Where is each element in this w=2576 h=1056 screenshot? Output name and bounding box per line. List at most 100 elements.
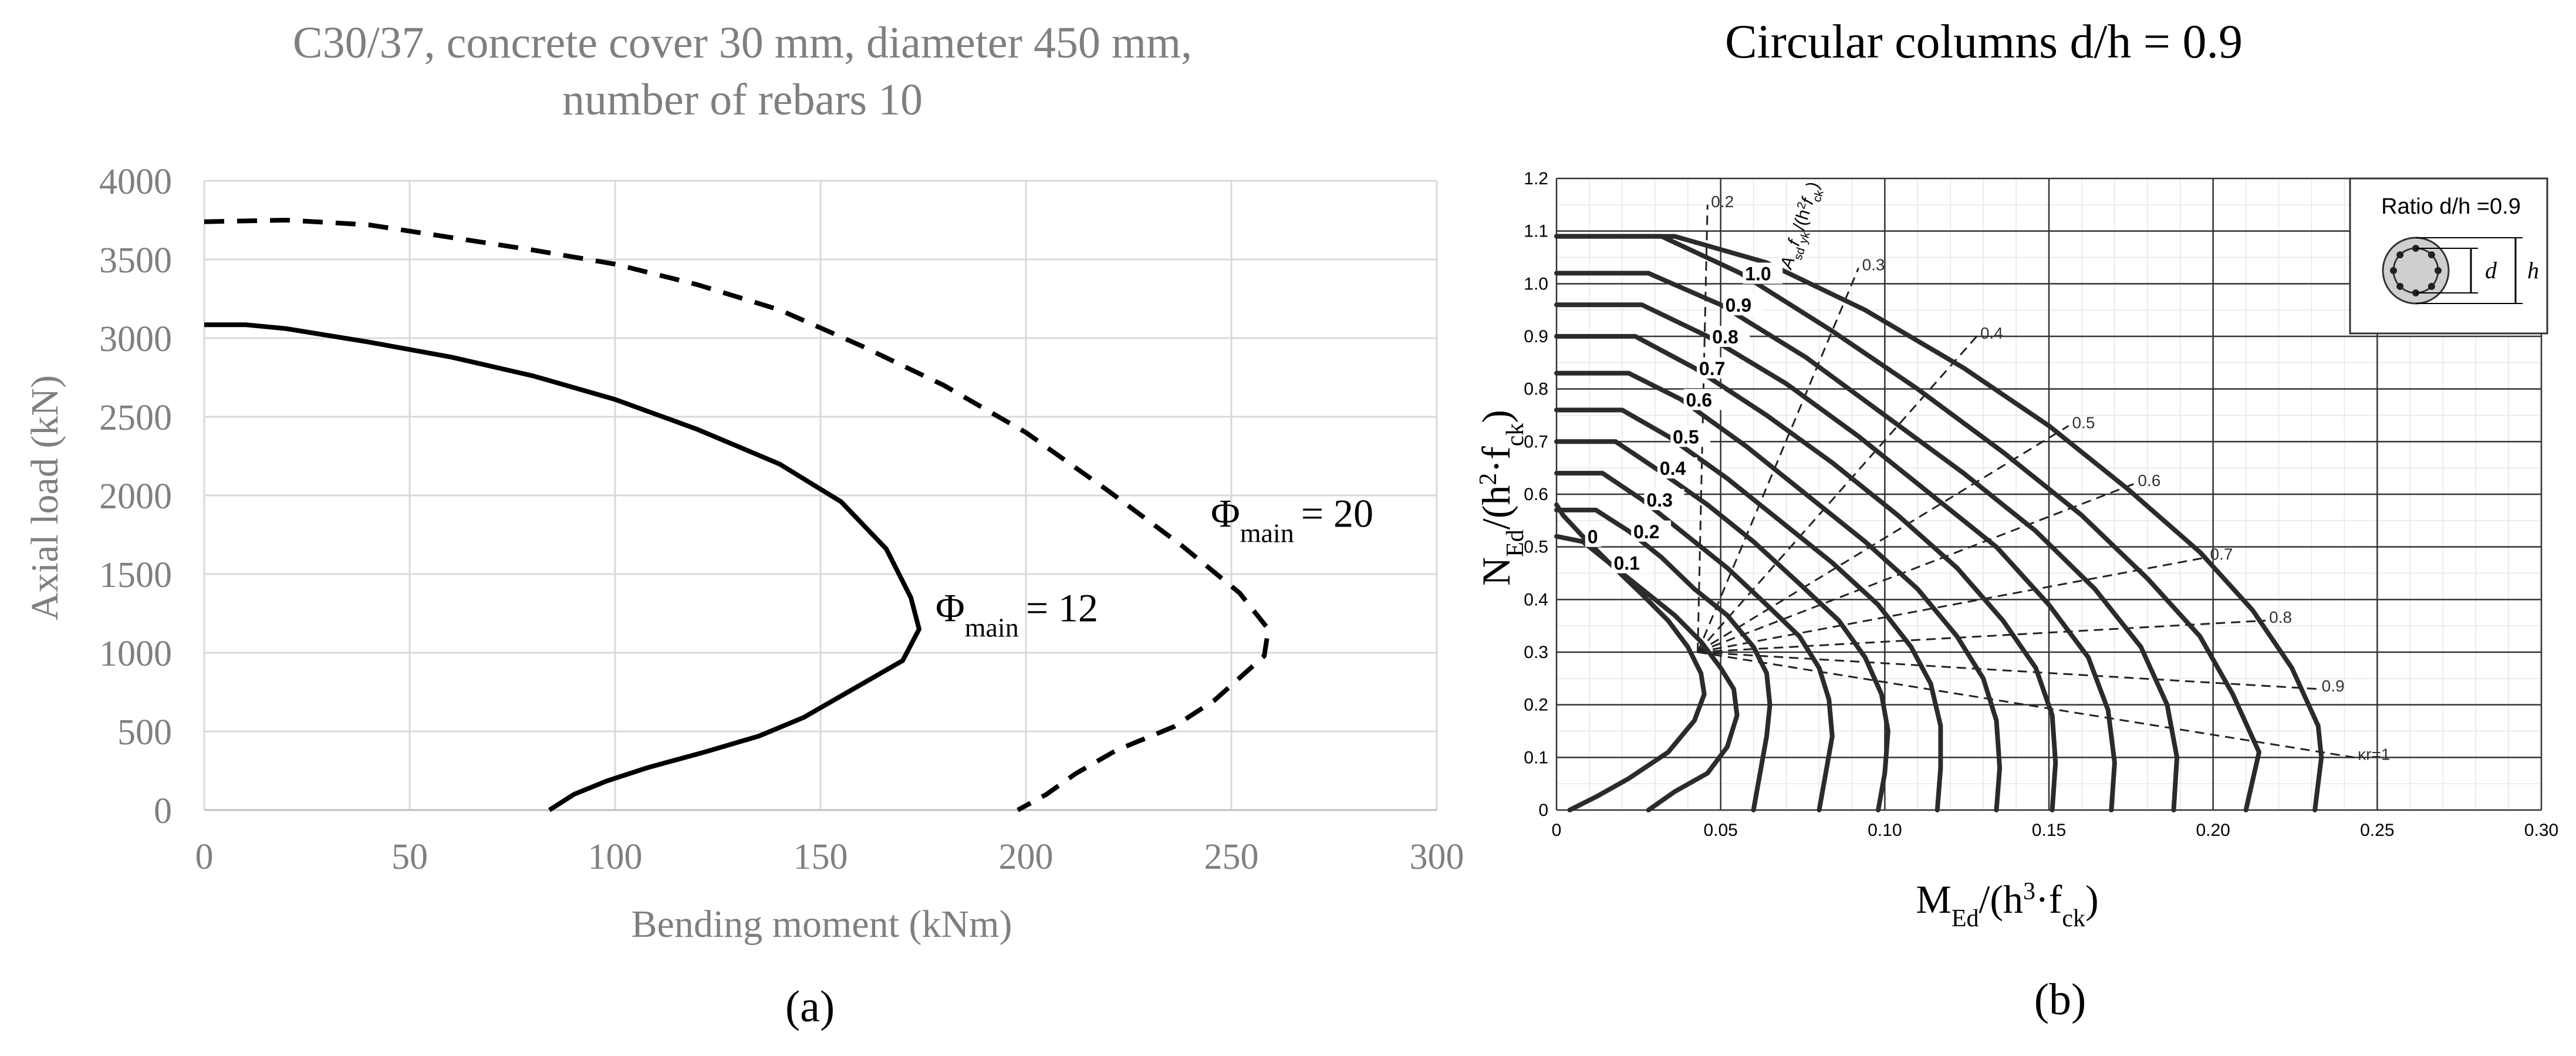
chart-a-title-line2: number of rebars 10 <box>562 75 923 124</box>
chart-b-ray-line <box>1697 336 1978 653</box>
chart-b-y-tick-label: 1.0 <box>1524 274 1548 293</box>
chart-b-curve <box>1554 271 2180 812</box>
chart-b-y-tick-label: 0.8 <box>1524 380 1548 399</box>
section-rebar <box>2390 267 2397 274</box>
chart-a-y-tick-label: 0 <box>154 791 172 831</box>
chart-b-y-tick-label: 0.9 <box>1524 327 1548 346</box>
chart-b-y-axis-label: NEd/(h2·fck) <box>1474 410 1529 586</box>
panel-a: C30/37, concrete cover 30 mm, diameter 4… <box>23 18 1464 1031</box>
section-rebar <box>2396 251 2404 259</box>
chart-a-series <box>204 218 1271 812</box>
section-rebar <box>2428 251 2435 259</box>
chart-b-curve-label-bg <box>1683 389 1724 410</box>
chart-b-curve <box>1554 502 1707 812</box>
chart-b-x-tick-label: 0.25 <box>2360 821 2394 840</box>
chart-b-curve <box>1554 439 1890 812</box>
chart-a-gridlines <box>203 180 1438 811</box>
chart-a-x-tick-label: 300 <box>1410 837 1464 877</box>
chart-b-ray-label: 0.6 <box>2138 471 2160 490</box>
chart-b-curve-label: 0 <box>1588 527 1598 548</box>
chart-b-curve-label: 0.8 <box>1712 326 1738 347</box>
chart-b-curve <box>1554 234 2261 812</box>
chart-b-curve-label: 0.3 <box>1646 490 1672 511</box>
chart-b-ray-line <box>1697 267 1859 653</box>
panel-label-a: (a) <box>785 982 835 1031</box>
chart-b-y-tick-label: 0.6 <box>1524 485 1548 504</box>
chart-b-curve-label: 0.6 <box>1686 390 1712 411</box>
chart-a-series-line-2 <box>204 218 1271 812</box>
chart-b-curve <box>1554 407 1943 812</box>
chart-b-curve <box>1554 534 1740 812</box>
chart-b-ray-line <box>1697 556 2207 653</box>
chart-b-ray-line <box>1697 651 2355 758</box>
chart-b-x-axis-label: MEd/(h3·fck) <box>1916 877 2098 932</box>
chart-a-series-line-1 <box>204 322 921 812</box>
chart-a-series-label-1: Φmain = 12 <box>936 585 1098 642</box>
chart-b-x-tick-label: 0.30 <box>2524 821 2558 840</box>
chart-b-y-tick-label: 0.2 <box>1524 696 1548 715</box>
dim-d-label: d <box>2485 257 2497 284</box>
chart-a-x-axis-label: Bending moment (kNm) <box>632 903 1012 946</box>
chart-b-curve-label: 0.2 <box>1633 521 1659 542</box>
chart-b-curve-label: 0.5 <box>1673 426 1699 447</box>
chart-b-y-tick-label: 0 <box>1538 801 1548 820</box>
chart-a-x-tick-label: 100 <box>588 837 643 877</box>
chart-a-y-tick-label: 1000 <box>99 634 172 674</box>
chart-b-x-tick-label: 0.05 <box>1703 821 1737 840</box>
chart-a-series-labels: Φmain = 12 Φmain = 20 <box>936 491 1373 642</box>
chart-b-x-tick-label: 0.20 <box>2196 821 2230 840</box>
chart-a-y-tick-label: 2000 <box>99 477 172 517</box>
chart-a-tick-labels: 0 50 100 150 200 250 3000500100015002000250030… <box>99 162 1464 877</box>
chart-b-ray-label: 0.5 <box>2072 413 2095 431</box>
chart-a-y-axis-label: Axial load (kN) <box>23 375 66 620</box>
chart-b-interaction-curves <box>1554 234 2324 812</box>
chart-b-curve <box>1554 334 2058 812</box>
chart-b-curve-label-bg <box>1657 457 1697 479</box>
chart-b-curve <box>1554 471 1835 812</box>
chart-a-x-tick-label: 200 <box>999 837 1054 877</box>
chart-a-y-tick-label: 3500 <box>99 241 172 281</box>
chart-b-y-tick-label: 0.3 <box>1524 643 1548 662</box>
chart-b-y-tick-label: 0.5 <box>1524 538 1548 557</box>
chart-b-ray-line <box>1697 204 1709 653</box>
chart-b-curve-label-bg <box>1696 357 1737 379</box>
chart-a-title-line1: C30/37, concrete cover 30 mm, diameter 4… <box>293 18 1192 68</box>
chart-b-ray-line <box>1697 651 2318 690</box>
chart-b-curve-label-bg <box>1723 294 1763 316</box>
chart-b-curve-label-bg <box>1743 262 1783 284</box>
chart-b-y-tick-label: 0.1 <box>1524 748 1548 767</box>
chart-b-interaction-rays: 0.2 0.3 0.4 0.5 0.6 0.7 0.8 0.9 κr=1 <box>1697 193 2390 763</box>
chart-b-curve-label-bg <box>1611 552 1652 573</box>
chart-b-curve-label-bg <box>1710 326 1750 347</box>
section-rebar <box>2396 282 2404 290</box>
chart-b-x-tick-label: 0.10 <box>1868 821 1902 840</box>
chart-b-y-tick-label: 1.2 <box>1524 169 1548 188</box>
chart-a-y-tick-label: 2500 <box>99 398 172 438</box>
chart-a-x-tick-label: 250 <box>1204 837 1259 877</box>
chart-a-x-tick-label: 50 <box>391 837 428 877</box>
chart-a-y-tick-label: 3000 <box>99 319 172 359</box>
chart-b-ray-line <box>1697 619 2266 653</box>
chart-b-y-tick-label: 0.7 <box>1524 432 1548 451</box>
chart-b-ray-line <box>1697 483 2135 653</box>
chart-b-curve-label: 0.7 <box>1699 358 1725 379</box>
chart-b-inset: Ratio d/h =0.9 d h <box>2349 177 2548 335</box>
chart-b-x-tick-label: 0 <box>1552 821 1562 840</box>
chart-b-ray-line <box>1697 425 2069 653</box>
chart-b-y-tick-label: 0.4 <box>1524 590 1548 609</box>
chart-b-curve <box>1554 507 1773 812</box>
panel-label-b: (b) <box>2034 975 2087 1024</box>
chart-a-y-tick-label: 500 <box>117 713 172 753</box>
chart-a-y-tick-label: 1500 <box>99 555 172 595</box>
chart-b-curve-label: 0.1 <box>1613 553 1639 574</box>
chart-b-ray-label: 0.9 <box>2322 677 2345 695</box>
chart-b-tick-labels: 0 0.05 0.10 0.15 0.20 0.25 0.3000.10.20.30.40.… <box>1524 169 2558 840</box>
chart-b-ray-label: 0.3 <box>1862 255 1885 274</box>
chart-b-y-tick-label: 1.1 <box>1524 222 1548 241</box>
chart-b-curve-label-bg <box>1644 488 1684 510</box>
chart-b-curve-label: 0.9 <box>1726 295 1751 316</box>
chart-b-ray-label: 0.4 <box>1980 324 2003 342</box>
chart-b-curve-label: 1.0 <box>1745 263 1771 284</box>
chart-b-ray-label: 0.2 <box>1711 193 1734 211</box>
